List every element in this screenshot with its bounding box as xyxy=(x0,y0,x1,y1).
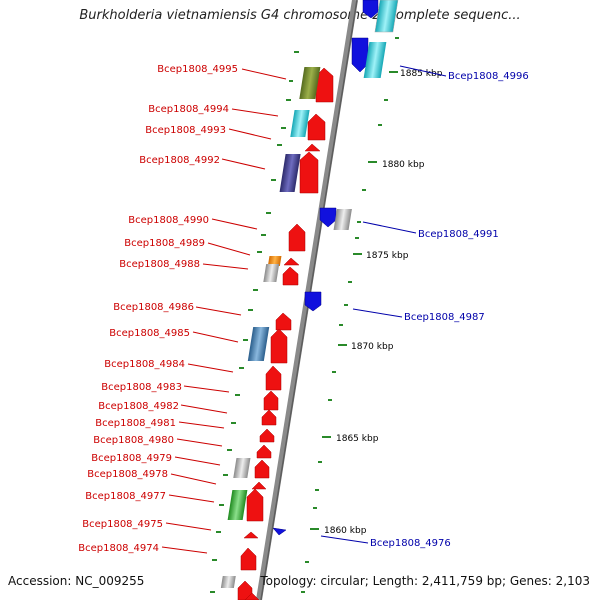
scale-label-1885: 1885 kbp xyxy=(400,69,443,79)
gene-arrow-4984[interactable] xyxy=(265,365,282,391)
reverse-gene-arrows xyxy=(272,0,379,536)
scale-label-1880: 1880 kbp xyxy=(382,160,425,170)
scale-label-1860: 1860 kbp xyxy=(324,526,367,536)
left-tick-marks xyxy=(210,51,299,593)
gene-arrow-4983[interactable] xyxy=(263,390,279,411)
gene-arrow-bottom-a[interactable] xyxy=(237,580,253,600)
gene-label-4975[interactable]: Bcep1808_4975 xyxy=(82,519,163,530)
gene-label-4979[interactable]: Bcep1808_4979 xyxy=(91,453,172,464)
feature-gray-bottom[interactable] xyxy=(220,576,236,588)
feature-cyan-top[interactable] xyxy=(374,0,399,33)
scale-label-1875: 1875 kbp xyxy=(366,251,409,261)
gene-arrow-4975[interactable] xyxy=(243,531,259,539)
scale-label-1865: 1865 kbp xyxy=(336,434,379,444)
map-title: Burkholderia vietnamiensis G4 chromosome… xyxy=(79,8,521,23)
feature-gray-4991[interactable] xyxy=(333,209,352,230)
feature-cyan-4996[interactable] xyxy=(363,42,387,78)
feature-olive-4995[interactable] xyxy=(299,67,321,99)
gene-label-4978[interactable]: Bcep1808_4978 xyxy=(87,469,168,480)
gene-label-4974[interactable]: Bcep1808_4974 xyxy=(78,543,159,554)
gene-label-4987[interactable]: Bcep1808_4987 xyxy=(404,312,485,323)
gene-label-4993[interactable]: Bcep1808_4993 xyxy=(145,125,226,136)
gene-label-4995[interactable]: Bcep1808_4995 xyxy=(157,64,238,75)
gene-label-4994[interactable]: Bcep1808_4994 xyxy=(148,104,229,115)
left-gene-labels: Bcep1808_4995 Bcep1808_4994 Bcep1808_499… xyxy=(78,64,238,554)
feature-steel-4985[interactable] xyxy=(247,327,270,361)
gene-label-4983[interactable]: Bcep1808_4983 xyxy=(101,382,182,393)
gene-arrow-4986[interactable] xyxy=(275,312,292,331)
feature-purple-4992[interactable] xyxy=(279,154,301,192)
gene-arrow-4979[interactable] xyxy=(254,459,270,479)
feature-gray-4979[interactable] xyxy=(233,458,251,478)
topology-text: Topology: circular; Length: 2,411,759 bp… xyxy=(260,574,590,588)
gene-arrow-4981[interactable] xyxy=(259,428,275,443)
gene-label-4981[interactable]: Bcep1808_4981 xyxy=(95,418,176,429)
gene-arrow-4985[interactable] xyxy=(270,328,288,364)
gene-arrow-4974[interactable] xyxy=(240,547,257,571)
right-leader-lines xyxy=(320,65,447,544)
gene-label-4996[interactable]: Bcep1808_4996 xyxy=(448,71,529,82)
accession-text: Accession: NC_009255 xyxy=(8,574,145,588)
gene-arrow-4982[interactable] xyxy=(261,409,277,426)
gene-label-4989[interactable]: Bcep1808_4989 xyxy=(124,238,205,249)
gene-label-4990[interactable]: Bcep1808_4990 xyxy=(128,215,209,226)
feature-orange-4988[interactable] xyxy=(267,256,282,266)
gene-label-4977[interactable]: Bcep1808_4977 xyxy=(85,491,166,502)
gene-arrow-4988[interactable] xyxy=(282,266,299,286)
gene-label-4986[interactable]: Bcep1808_4986 xyxy=(113,302,194,313)
gene-label-4984[interactable]: Bcep1808_4984 xyxy=(104,359,185,370)
gene-arrow-bottom-b[interactable] xyxy=(244,592,260,600)
gene-label-4982[interactable]: Bcep1808_4982 xyxy=(98,401,179,412)
right-tick-marks xyxy=(301,37,399,593)
gene-arrow-4992[interactable] xyxy=(299,151,319,194)
gene-arrow-4993[interactable] xyxy=(304,143,321,152)
gene-arrow-4976[interactable] xyxy=(272,527,287,536)
feature-cyan-4994[interactable] xyxy=(290,110,310,137)
gene-arrow-4991[interactable] xyxy=(319,207,337,228)
feature-green-4977[interactable] xyxy=(227,490,248,520)
gene-label-4988[interactable]: Bcep1808_4988 xyxy=(119,259,200,270)
gene-arrow-4980[interactable] xyxy=(256,444,272,459)
gene-arrow-4989[interactable] xyxy=(283,257,300,266)
gene-arrow-4996-top[interactable] xyxy=(362,0,379,19)
scale-label-1870: 1870 kbp xyxy=(351,342,394,352)
gene-arrow-4994[interactable] xyxy=(307,113,326,141)
gene-arrow-4987[interactable] xyxy=(304,291,322,312)
right-gene-labels: Bcep1808_4996 Bcep1808_4991 Bcep1808_498… xyxy=(370,71,529,549)
gene-arrow-4996[interactable] xyxy=(351,37,369,73)
feature-gray-4988[interactable] xyxy=(263,264,280,282)
gene-label-4976[interactable]: Bcep1808_4976 xyxy=(370,538,451,549)
gene-label-4980[interactable]: Bcep1808_4980 xyxy=(93,435,174,446)
gene-arrow-4978[interactable] xyxy=(251,481,267,490)
forward-gene-arrows xyxy=(237,67,334,600)
gene-label-4991[interactable]: Bcep1808_4991 xyxy=(418,229,499,240)
left-leader-lines xyxy=(161,68,287,554)
gene-label-4992[interactable]: Bcep1808_4992 xyxy=(139,155,220,166)
gene-arrow-4990[interactable] xyxy=(288,223,306,252)
gene-label-4985[interactable]: Bcep1808_4985 xyxy=(109,328,190,339)
gene-arrow-4977[interactable] xyxy=(246,488,264,522)
